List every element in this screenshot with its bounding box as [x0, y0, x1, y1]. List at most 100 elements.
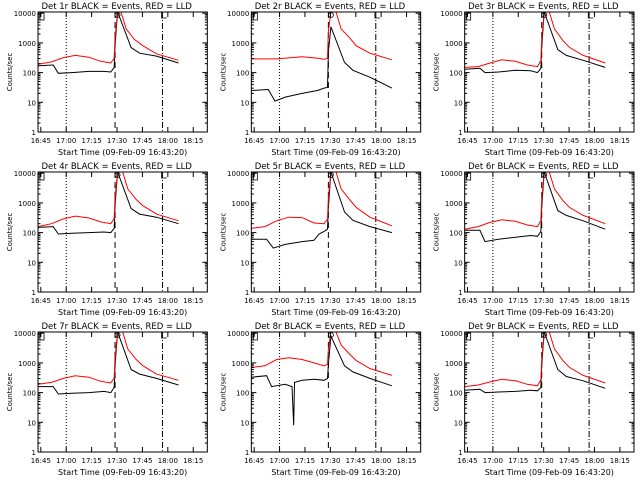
y-tick-label: 1000 [232, 200, 250, 208]
marker-box [252, 172, 258, 181]
plot-frame [250, 11, 422, 133]
x-tick-label: 18:15 [610, 137, 630, 145]
x-tick-label: 18:00 [158, 457, 178, 465]
y-tick-label: 100 [449, 390, 462, 398]
series-black [251, 172, 393, 249]
panel-6: Det 6r BLACK = Events, RED = LLD Counts/s… [433, 162, 635, 317]
marker-circle [114, 12, 121, 18]
marker-box [39, 172, 45, 181]
y-tick-label: 1000 [445, 360, 463, 368]
y-tick-label: 1000 [445, 40, 463, 48]
y-tick-label: 10000 [14, 170, 36, 178]
panel-title: Det 9r BLACK = Events, RED = LLD [468, 322, 619, 332]
y-tick-label: 100 [449, 230, 462, 238]
y-tick-label: 1 [245, 289, 249, 297]
x-tick-label: 17:00 [483, 297, 503, 305]
marker-step [374, 172, 381, 179]
series-red [38, 172, 179, 228]
y-tick-label: 1 [32, 449, 36, 457]
marker-circle [328, 172, 334, 178]
x-tick-label: 16:45 [457, 137, 477, 145]
y-tick-label: 1000 [232, 40, 250, 48]
x-tick-label: 17:00 [269, 297, 289, 305]
x-tick-label: 17:45 [559, 457, 579, 465]
series-black [464, 332, 606, 394]
plot-frame [37, 11, 208, 133]
x-tick-label: 17:45 [346, 137, 366, 145]
x-tick-label: 17:30 [320, 137, 340, 145]
plot-frame [37, 171, 208, 293]
marker-step [161, 332, 167, 339]
plot-frame [464, 331, 635, 453]
y-axis-label: Counts/sec [433, 213, 441, 252]
x-tick-label: 18:00 [371, 457, 391, 465]
y-axis-label: Counts/sec [433, 53, 441, 92]
y-tick-label: 100 [23, 390, 36, 398]
panel-8: Det 8r BLACK = Events, RED = LLD Counts/s… [219, 322, 422, 477]
marker-step [374, 332, 381, 339]
y-tick-label: 1000 [445, 200, 463, 208]
marker-step [587, 172, 594, 179]
panel-title: Det 1r BLACK = Events, RED = LLD [41, 2, 192, 12]
y-axis-label: Counts/sec [6, 53, 14, 92]
x-tick-label: 17:00 [269, 457, 289, 465]
y-tick-label: 100 [236, 70, 249, 78]
x-axis-label: Start Time (09-Feb-09 16:43:20) [271, 468, 400, 477]
series-black [251, 334, 393, 426]
x-tick-label: 17:00 [483, 137, 503, 145]
x-tick-label: 17:15 [508, 297, 528, 305]
x-tick-label: 16:45 [244, 297, 264, 305]
marker-box [252, 332, 258, 341]
plot-frame [250, 331, 422, 453]
panel-4: Det 4r BLACK = Events, RED = LLD Counts/s… [6, 162, 208, 317]
marker-step [587, 332, 594, 339]
y-axis-label: Counts/sec [219, 53, 227, 92]
x-tick-label: 18:15 [396, 137, 416, 145]
x-axis-label: Start Time (09-Feb-09 16:43:20) [58, 148, 187, 157]
y-tick-label: 10000 [227, 330, 249, 338]
plot-frame [464, 11, 635, 133]
x-tick-label: 17:45 [559, 137, 579, 145]
x-tick-label: 17:00 [483, 457, 503, 465]
x-axis-label: Start Time (09-Feb-09 16:43:20) [58, 308, 187, 317]
x-tick-label: 16:45 [31, 297, 51, 305]
panel-title: Det 7r BLACK = Events, RED = LLD [41, 322, 192, 332]
x-tick-label: 18:00 [371, 137, 391, 145]
x-axis-label: Start Time (09-Feb-09 16:43:20) [485, 468, 614, 477]
x-axis-label: Start Time (09-Feb-09 16:43:20) [58, 468, 187, 477]
x-tick-label: 18:15 [183, 137, 203, 145]
x-axis-label: Start Time (09-Feb-09 16:43:20) [485, 148, 614, 157]
y-tick-label: 10000 [440, 170, 462, 178]
x-tick-label: 17:45 [132, 297, 152, 305]
y-tick-label: 10 [454, 419, 463, 427]
marker-step [161, 12, 167, 19]
x-tick-label: 18:00 [584, 457, 604, 465]
panel-5: Det 5r BLACK = Events, RED = LLD Counts/s… [219, 162, 422, 317]
x-tick-label: 17:30 [107, 457, 127, 465]
marker-circle [541, 332, 548, 338]
x-tick-label: 17:30 [534, 457, 554, 465]
marker-box [466, 12, 472, 21]
y-tick-label: 10 [27, 99, 36, 107]
x-tick-label: 18:15 [610, 297, 630, 305]
x-tick-label: 18:00 [371, 297, 391, 305]
y-tick-label: 1 [458, 449, 462, 457]
panel-title: Det 2r BLACK = Events, RED = LLD [255, 2, 406, 12]
series-black [464, 172, 606, 243]
y-tick-label: 100 [23, 230, 36, 238]
y-tick-label: 100 [23, 70, 36, 78]
y-axis-label: Counts/sec [219, 213, 227, 252]
panel-title: Det 4r BLACK = Events, RED = LLD [41, 162, 192, 172]
panel-9: Det 9r BLACK = Events, RED = LLD Counts/s… [433, 322, 635, 477]
x-tick-label: 17:45 [132, 457, 152, 465]
panel-2: Det 2r BLACK = Events, RED = LLD Counts/s… [219, 2, 422, 157]
y-tick-label: 100 [236, 390, 249, 398]
x-tick-label: 17:15 [295, 137, 315, 145]
y-tick-label: 10000 [14, 10, 36, 18]
panel-title: Det 5r BLACK = Events, RED = LLD [255, 162, 406, 172]
x-tick-label: 18:15 [396, 457, 416, 465]
x-tick-label: 17:15 [508, 457, 528, 465]
marker-circle [114, 172, 121, 178]
series-red [251, 332, 393, 376]
